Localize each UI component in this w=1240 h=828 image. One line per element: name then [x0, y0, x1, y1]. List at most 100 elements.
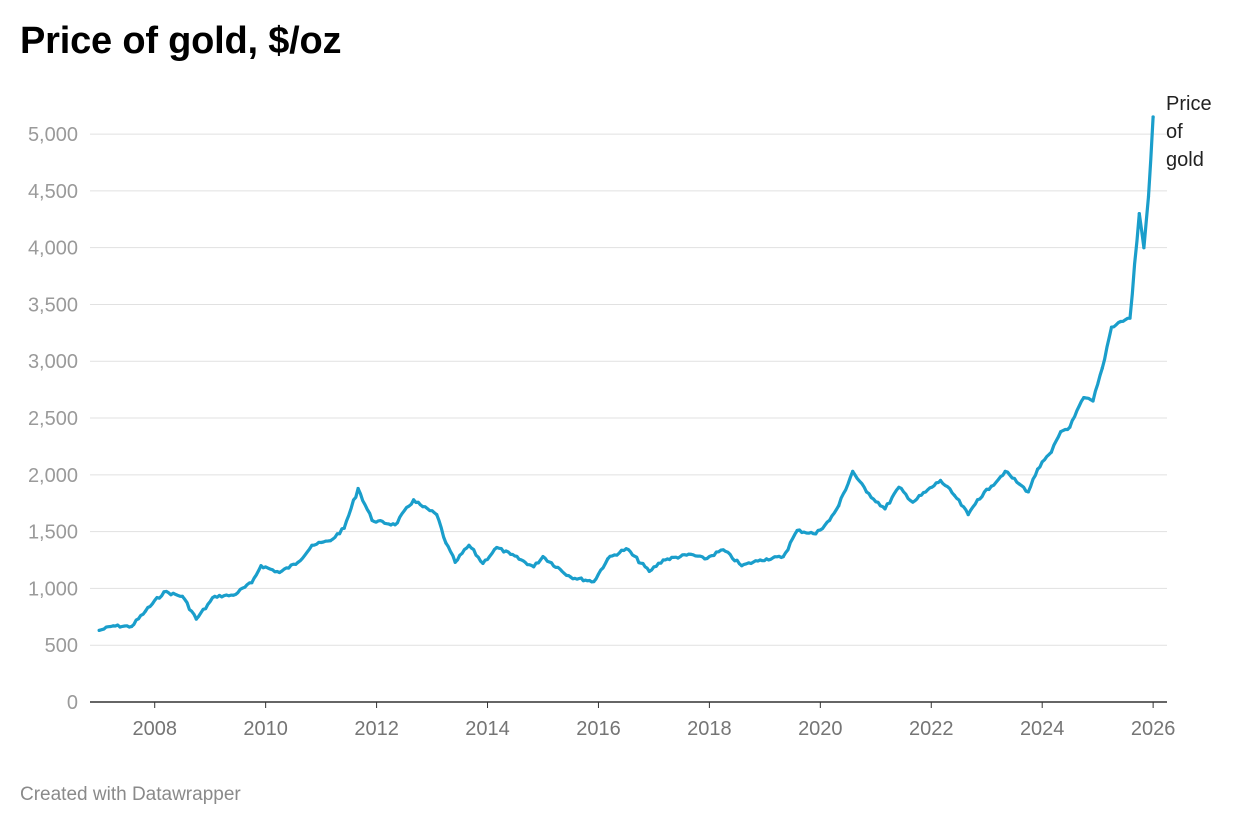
footer-credit: Created with Datawrapper [20, 784, 241, 805]
data-point [989, 484, 994, 488]
data-point [162, 590, 166, 594]
data-point [342, 526, 346, 530]
data-point [1128, 316, 1132, 320]
y-tick-label: 0 [67, 692, 78, 714]
data-point [1151, 115, 1155, 119]
y-tick-label: 2,000 [28, 465, 78, 487]
data-point [781, 555, 785, 559]
series-label-line: of [1166, 121, 1183, 143]
y-tick-label: 500 [45, 635, 78, 657]
data-point [1142, 246, 1146, 250]
data-point [1146, 194, 1151, 199]
x-tick-label: 2024 [1020, 718, 1065, 740]
y-tick-label: 1,000 [28, 578, 78, 600]
y-tick-label: 5,000 [28, 124, 78, 146]
data-point [467, 543, 471, 547]
y-tick-label: 2,500 [28, 408, 78, 430]
data-point [1100, 366, 1104, 370]
x-tick-label: 2010 [243, 718, 288, 740]
data-point [864, 490, 869, 494]
data-point [277, 570, 282, 575]
data-point [250, 581, 254, 585]
data-point [975, 498, 980, 502]
data-point [1068, 425, 1072, 429]
data-point [814, 532, 818, 536]
data-point [837, 503, 841, 508]
data-point [911, 500, 915, 504]
data-point [661, 558, 665, 562]
data-point [1059, 430, 1063, 434]
series-label-line: gold [1166, 149, 1204, 171]
data-point [412, 498, 416, 502]
data-point [213, 594, 217, 599]
x-axis-ticks: 2008 2010 2012 2014 2016 2018 2020 2022 2024 2026 [132, 702, 1175, 740]
series-line-0 [97, 115, 1155, 632]
data-point [795, 528, 799, 533]
data-point [435, 513, 439, 517]
data-point [952, 493, 957, 497]
data-point [897, 485, 901, 489]
data-point [740, 564, 744, 568]
data-point [1082, 396, 1086, 400]
data-point [453, 560, 457, 564]
y-tick-label: 3,500 [28, 294, 78, 316]
data-point [370, 518, 374, 522]
data-point [703, 557, 707, 561]
data-point [938, 478, 943, 483]
data-point [111, 624, 115, 628]
data-point [444, 541, 448, 545]
data-point [296, 560, 300, 564]
data-point [1036, 467, 1040, 471]
x-tick-label: 2020 [798, 718, 843, 740]
data-point [624, 547, 628, 551]
x-tick-label: 2018 [687, 718, 732, 740]
series-label: Price of gold [1166, 93, 1212, 171]
data-point [606, 557, 610, 561]
data-point [828, 518, 832, 522]
x-tick-label: 2012 [354, 718, 399, 740]
x-tick-label: 2014 [465, 718, 510, 740]
x-tick-label: 2008 [132, 718, 177, 740]
x-tick-label: 2026 [1131, 718, 1176, 740]
data-point [1017, 482, 1021, 486]
data-point [541, 555, 545, 559]
data-point [194, 617, 198, 621]
series-group [97, 115, 1155, 633]
x-tick-label: 2022 [909, 718, 954, 740]
data-point [532, 565, 536, 569]
page-title: Price of gold, $/oz [20, 20, 342, 62]
data-point [1137, 212, 1141, 216]
data-point [1003, 469, 1007, 473]
y-tick-label: 1,500 [28, 522, 78, 544]
data-point [592, 580, 596, 584]
data-point [647, 569, 651, 574]
data-point [1091, 399, 1095, 403]
gridlines [90, 133, 1167, 646]
data-point [569, 575, 573, 579]
data-point [495, 545, 499, 550]
data-point [130, 624, 134, 629]
data-point [356, 486, 360, 491]
data-point [1049, 450, 1053, 454]
y-tick-label: 3,000 [28, 351, 78, 373]
data-point [509, 552, 513, 556]
y-axis-ticks: 0 500 1,000 1,500 2,000 2,500 3,000 3,500 4,000 4… [28, 124, 78, 714]
data-point [143, 609, 148, 613]
x-tick-label: 2016 [576, 718, 621, 740]
data-point [689, 552, 693, 556]
data-point [1109, 325, 1114, 329]
data-point [721, 548, 725, 552]
data-point [1026, 490, 1030, 494]
data-point [231, 593, 235, 597]
data-point [883, 507, 887, 511]
data-point [259, 564, 263, 568]
data-point [328, 539, 332, 543]
data-point [97, 628, 101, 633]
data-point [481, 561, 485, 566]
data-point [393, 523, 397, 527]
data-point [851, 469, 855, 473]
data-point [966, 513, 970, 517]
y-tick-label: 4,000 [28, 238, 78, 260]
data-point [421, 505, 425, 509]
